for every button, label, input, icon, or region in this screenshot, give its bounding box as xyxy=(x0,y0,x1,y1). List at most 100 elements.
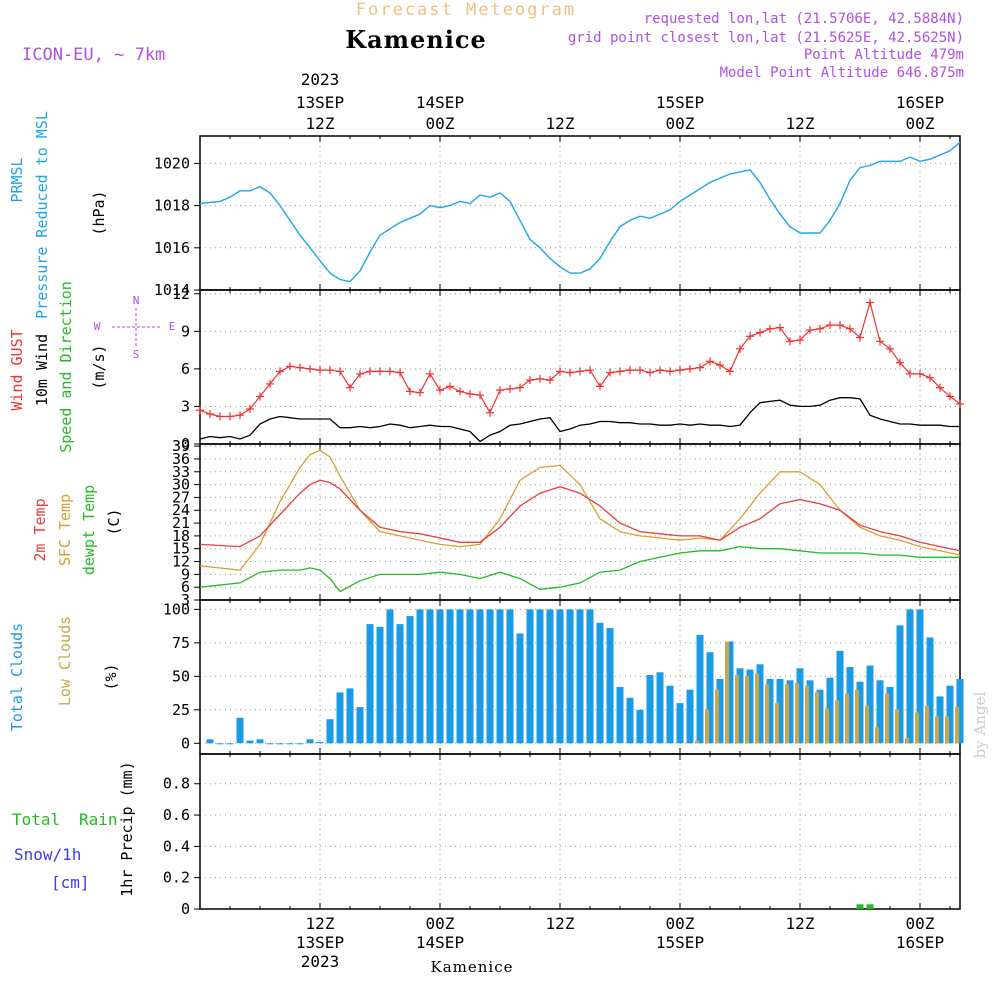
gust-marker xyxy=(586,366,594,375)
compass-south: S xyxy=(133,348,140,361)
time-tick-bottom-label: 2023 xyxy=(301,952,340,971)
gust-marker xyxy=(676,366,684,375)
gust-marker xyxy=(846,324,854,333)
panel-frame xyxy=(199,753,961,910)
compass-west: W xyxy=(94,320,101,333)
gust-marker xyxy=(746,332,754,341)
total-cloud-bar xyxy=(476,609,484,744)
low-cloud-bar xyxy=(745,676,749,744)
low-cloud-bar xyxy=(865,705,869,744)
y-tick-label: 0.6 xyxy=(163,806,190,824)
gust-marker xyxy=(246,404,254,413)
gust-marker xyxy=(446,382,454,391)
total-cloud-bar xyxy=(376,626,384,744)
gust-marker xyxy=(276,367,284,376)
low-cloud-bar xyxy=(805,685,809,744)
pressure-panel: 1014 1016 1018 1020 xyxy=(154,135,961,299)
panel-frame xyxy=(199,289,961,445)
pressure-line xyxy=(199,141,961,283)
total-cloud-bar xyxy=(236,717,244,744)
gust-marker xyxy=(236,411,244,420)
wind-dir-label: Speed and Direction xyxy=(57,281,75,453)
gust-marker xyxy=(516,383,524,392)
low-cloud-bar xyxy=(835,700,839,744)
precip-panel: 0 0.2 0.4 0.6 0.8 xyxy=(163,753,961,918)
gust-marker xyxy=(706,357,714,366)
gust-marker xyxy=(336,367,344,376)
y-tick-label: 25 xyxy=(172,701,190,719)
gust-marker xyxy=(316,366,324,375)
time-tick-bottom-label: 00Z xyxy=(906,914,935,933)
total-cloud-bar xyxy=(946,685,954,744)
gust-marker xyxy=(206,409,214,418)
total-cloud-bar xyxy=(766,679,774,744)
precip-legend-snow: Snow/1h xyxy=(14,845,81,864)
gust-marker xyxy=(786,337,794,346)
gust-marker xyxy=(766,324,774,333)
gust-marker xyxy=(826,321,834,330)
gust-marker xyxy=(226,412,234,421)
y-tick-label: 18 xyxy=(172,527,190,545)
dewpt-label: dewpt Temp xyxy=(80,485,98,575)
y-tick-label: 1018 xyxy=(154,197,190,215)
gust-line xyxy=(199,300,961,418)
precip-legend-total: Total xyxy=(12,810,60,829)
low-cloud-bar xyxy=(935,716,939,744)
total-clouds-label: Total Clouds xyxy=(8,623,26,731)
low-cloud-bar xyxy=(705,709,709,744)
low-cloud-bar xyxy=(775,703,779,744)
gust-marker xyxy=(376,367,384,376)
low-cloud-bar xyxy=(695,740,699,744)
y-tick-label: 6 xyxy=(181,360,190,378)
y-tick-label: 3 xyxy=(181,397,190,415)
gust-marker xyxy=(356,369,364,378)
gust-marker xyxy=(906,369,914,378)
gust-marker xyxy=(456,387,464,396)
total-cloud-bar xyxy=(256,739,264,744)
gust-marker xyxy=(506,384,514,393)
gust-marker xyxy=(866,298,874,307)
gust-marker xyxy=(486,408,494,417)
total-cloud-bar xyxy=(266,743,274,745)
y-tick-label: 36 xyxy=(172,450,190,468)
total-cloud-bar xyxy=(866,665,874,744)
total-cloud-bar xyxy=(416,609,424,744)
panel-labels: PRMSL Pressure Reduced to MSL (hPa) Wind GU… xyxy=(8,111,175,897)
low-cloud-bar xyxy=(915,712,919,744)
gust-marker xyxy=(406,387,414,396)
low-cloud-bar xyxy=(755,673,759,744)
gust-marker xyxy=(476,391,484,400)
time-tick-bottom-label: 12Z xyxy=(786,914,815,933)
total-cloud-bar xyxy=(626,697,634,744)
low-cloud-bar xyxy=(925,705,929,744)
time-tick-top-label: 12Z xyxy=(546,114,575,133)
gust-marker xyxy=(636,366,644,375)
gust-marker xyxy=(696,363,704,372)
pressure-unit: (hPa) xyxy=(90,190,108,235)
gust-marker xyxy=(286,362,294,371)
time-tick-top-label: 16SEP xyxy=(896,93,944,112)
y-tick-label: 27 xyxy=(172,488,190,506)
panel-frame xyxy=(199,443,961,601)
y-tick-label: 15 xyxy=(172,540,190,558)
low-cloud-bar xyxy=(765,684,769,744)
total-cloud-bar xyxy=(916,609,924,744)
t2m-line xyxy=(199,479,961,552)
low-cloud-bar xyxy=(715,689,719,744)
y-tick-label: 9 xyxy=(181,322,190,340)
gust-marker xyxy=(686,364,694,373)
y-tick-label: 21 xyxy=(172,514,190,532)
time-tick-bottom-label: 14SEP xyxy=(416,933,464,952)
gust-marker xyxy=(936,383,944,392)
pressure-label-long: Pressure Reduced to MSL xyxy=(33,111,51,319)
total-cloud-bar xyxy=(696,634,704,744)
y-tick-label: 24 xyxy=(172,501,190,519)
time-tick-bottom-label: 00Z xyxy=(666,914,695,933)
y-tick-label: 30 xyxy=(172,476,190,494)
total-cloud-bar xyxy=(396,624,404,744)
total-cloud-bar xyxy=(956,679,964,744)
gust-marker xyxy=(426,369,434,378)
time-tick-top-label: 14SEP xyxy=(416,93,464,112)
total-cloud-bar xyxy=(736,668,744,744)
